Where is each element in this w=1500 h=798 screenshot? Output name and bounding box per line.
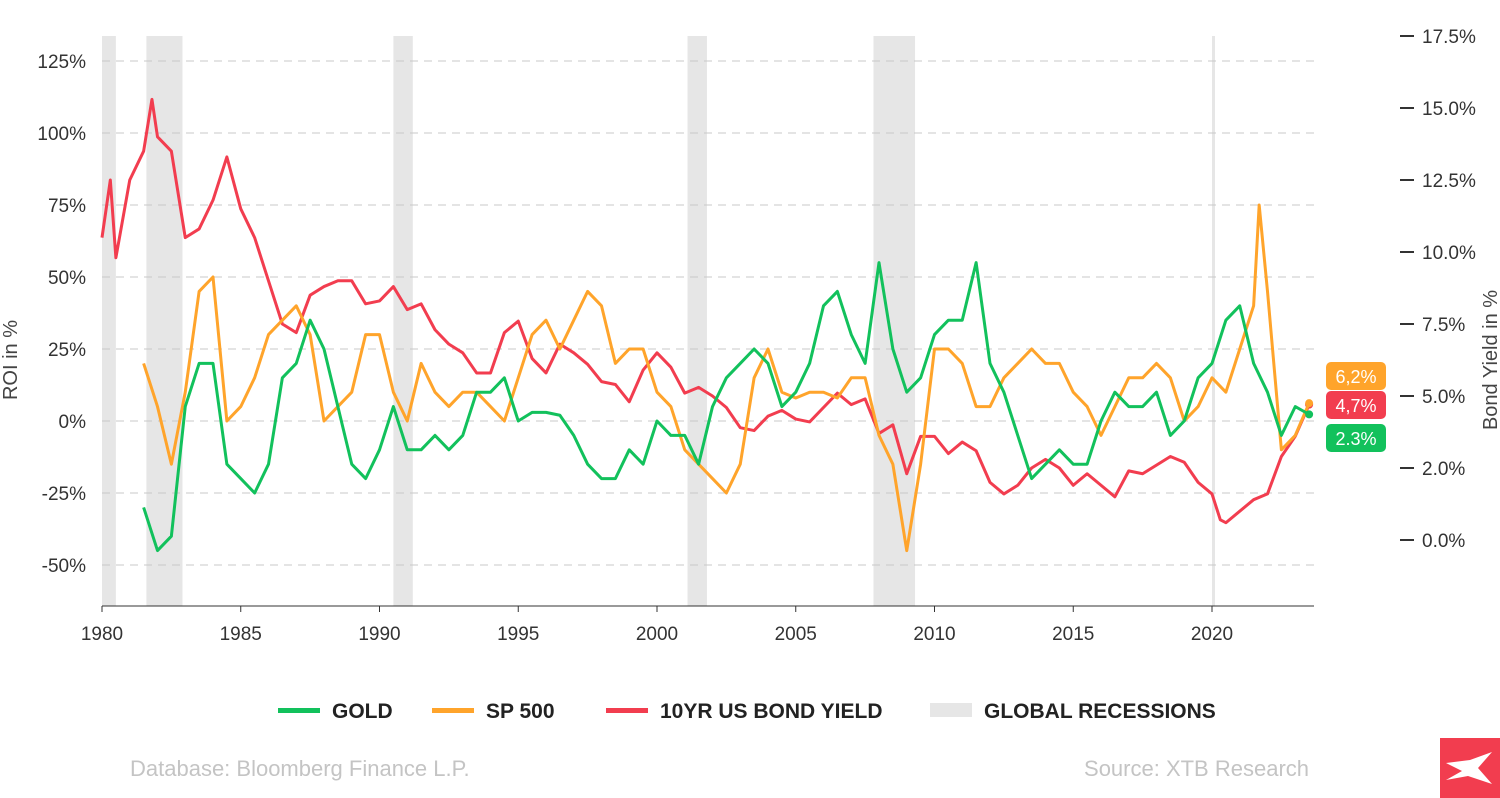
recession-band — [873, 36, 916, 606]
recession-band — [102, 36, 116, 606]
recession-band — [687, 36, 707, 606]
y2-tick-label: 7.5% — [1422, 315, 1465, 336]
end-label-badge — [1326, 391, 1386, 419]
y2-tick-label: 2.0% — [1422, 459, 1465, 480]
y-axis-title: ROI in % — [0, 320, 22, 400]
legend-label: GLOBAL RECESSIONS — [984, 700, 1216, 723]
x-tick-label: 1980 — [81, 624, 123, 645]
y2-tick-label: 0.0% — [1422, 531, 1465, 552]
series-end-point — [1305, 399, 1314, 408]
legend-label: GOLD — [332, 700, 393, 723]
y2-tick-label: 5.0% — [1422, 387, 1465, 408]
legend-label: 10YR US BOND YIELD — [660, 700, 883, 723]
y-tick-label: 75% — [48, 196, 86, 217]
x-tick-label: 2020 — [1191, 624, 1233, 645]
end-label-badge — [1326, 424, 1386, 452]
x-tick-label: 1995 — [497, 624, 539, 645]
series-line-sp-500 — [142, 203, 1311, 553]
end-label: 4,7% — [1335, 396, 1376, 416]
y-tick-label: 0% — [59, 412, 87, 433]
source-note: Source: XTB Research — [1084, 756, 1309, 781]
y-tick-label: 50% — [48, 268, 86, 289]
y2-axis-title: Bond Yield in % — [1480, 290, 1500, 430]
y2-tick-label: 15.0% — [1422, 99, 1476, 120]
series-line-gold — [142, 261, 1310, 553]
y2-tick-label: 10.0% — [1422, 243, 1476, 264]
y-tick-label: -50% — [42, 556, 86, 577]
series-line-10yr-us-bond-yield — [100, 97, 1311, 525]
x-tick-label: 1985 — [220, 624, 262, 645]
legend-swatch — [606, 708, 648, 713]
legend-label: SP 500 — [486, 700, 555, 723]
x-tick-label: 2005 — [775, 624, 817, 645]
end-label: 2.3% — [1335, 429, 1376, 449]
y2-tick-label: 12.5% — [1422, 171, 1476, 192]
recession-band — [393, 36, 413, 606]
y-tick-label: 125% — [37, 52, 86, 73]
y-tick-label: -25% — [42, 484, 86, 505]
legend-swatch — [930, 703, 972, 717]
x-tick-label: 2015 — [1052, 624, 1094, 645]
y-tick-label: 25% — [48, 340, 86, 361]
legend-swatch — [278, 708, 320, 713]
legend-swatch — [432, 708, 474, 713]
recession-band — [146, 36, 183, 606]
end-label: 6,2% — [1335, 367, 1376, 387]
series-end-point — [1305, 410, 1314, 419]
x-tick-label: 1990 — [358, 624, 400, 645]
end-label-badge — [1326, 362, 1386, 390]
x-logo-icon — [1446, 752, 1492, 784]
y-tick-label: 100% — [37, 124, 86, 145]
x-tick-label: 2010 — [913, 624, 955, 645]
x-tick-label: 2000 — [636, 624, 678, 645]
database-note: Database: Bloomberg Finance L.P. — [130, 756, 470, 781]
recession-band — [1212, 36, 1215, 606]
y2-tick-label: 17.5% — [1422, 27, 1476, 48]
xtb-logo — [1440, 738, 1500, 798]
